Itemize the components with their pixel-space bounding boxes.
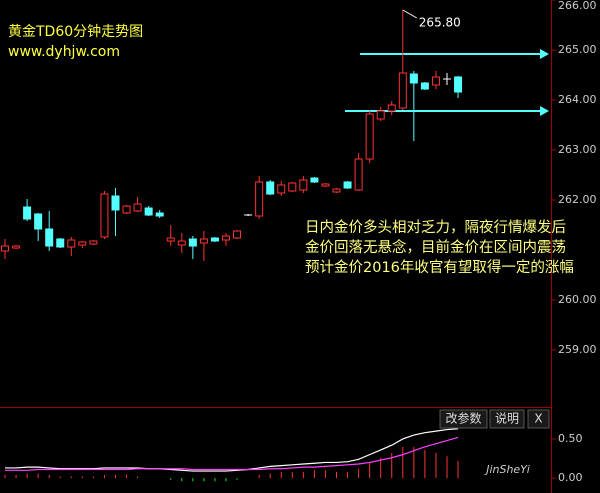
candle-body bbox=[398, 72, 407, 109]
candle-body bbox=[365, 113, 374, 160]
candle-body bbox=[122, 205, 131, 214]
y-tick-label: 262.00 bbox=[558, 193, 597, 206]
candle-body bbox=[299, 179, 308, 191]
level-arrow bbox=[540, 106, 549, 116]
level-arrow bbox=[540, 49, 549, 59]
watermark: JinSheYi bbox=[484, 463, 530, 476]
candle-body bbox=[111, 195, 120, 211]
y-tick-label: 263.00 bbox=[558, 143, 597, 156]
candle-body bbox=[354, 158, 363, 191]
y-tick-label: 266.00 bbox=[558, 0, 597, 12]
candle-body bbox=[177, 240, 186, 246]
candle-body bbox=[12, 245, 21, 249]
candle-body bbox=[133, 203, 142, 212]
candle-body bbox=[420, 82, 429, 90]
candle-body bbox=[266, 181, 275, 195]
candle-body bbox=[210, 237, 219, 242]
commentary: 日内金价多头相对乏力，隔夜行情爆发后 bbox=[305, 219, 566, 236]
candle-body bbox=[277, 184, 286, 194]
commentary: 金价回落无悬念，目前金价在区间内震荡 bbox=[305, 238, 566, 256]
candle-body bbox=[56, 238, 65, 248]
chart-subtitle: www.dyhjw.com bbox=[8, 44, 120, 60]
candle-body bbox=[409, 73, 418, 84]
indicator-line bbox=[5, 428, 459, 472]
candle-body bbox=[89, 240, 98, 245]
candle-body bbox=[78, 241, 87, 246]
y-tick-label: 260.00 bbox=[558, 293, 597, 306]
candle-body bbox=[255, 181, 264, 217]
y-tick-label: 0.00 bbox=[558, 471, 583, 484]
candle-body bbox=[155, 212, 164, 217]
candle-body bbox=[34, 213, 43, 230]
control-button[interactable] bbox=[527, 409, 550, 429]
candle-body bbox=[144, 207, 153, 216]
annotation: 265.80 bbox=[419, 16, 461, 30]
candle-body bbox=[233, 230, 242, 239]
y-tick-label: 264.00 bbox=[558, 93, 597, 106]
candle-body bbox=[222, 235, 230, 241]
annotation-leader bbox=[402, 9, 418, 19]
control-label[interactable]: 改参数 bbox=[445, 411, 481, 426]
y-tick-label: 0.50 bbox=[558, 432, 583, 445]
control-button[interactable] bbox=[489, 409, 525, 429]
candle-body bbox=[387, 104, 396, 112]
y-tick-label: 259.00 bbox=[558, 343, 597, 356]
candle-body bbox=[454, 76, 463, 93]
candle-body bbox=[376, 110, 385, 120]
candle-body bbox=[188, 238, 197, 247]
control-label[interactable]: 说明 bbox=[495, 411, 519, 426]
y-tick-label: 265.00 bbox=[558, 43, 597, 56]
chart-title: 黄金TD60分钟走势图 bbox=[8, 23, 143, 40]
candle-body bbox=[199, 238, 208, 244]
candle-body bbox=[1, 245, 9, 252]
candle-body bbox=[332, 188, 341, 193]
candle-body bbox=[23, 206, 32, 220]
commentary: 预计金价2016年收官有望取得一定的涨幅 bbox=[305, 259, 574, 276]
candle-body bbox=[288, 182, 297, 192]
candle-body bbox=[431, 76, 440, 86]
candle-body bbox=[100, 193, 109, 238]
control-button[interactable] bbox=[439, 409, 488, 429]
candle-body bbox=[310, 177, 319, 183]
candle-body bbox=[45, 228, 54, 247]
candle-body bbox=[343, 181, 352, 189]
candle-body bbox=[166, 237, 175, 242]
candle-body bbox=[321, 183, 330, 187]
indicator-line bbox=[5, 436, 459, 471]
candle-body bbox=[67, 239, 76, 248]
control-label[interactable]: X bbox=[534, 412, 542, 426]
